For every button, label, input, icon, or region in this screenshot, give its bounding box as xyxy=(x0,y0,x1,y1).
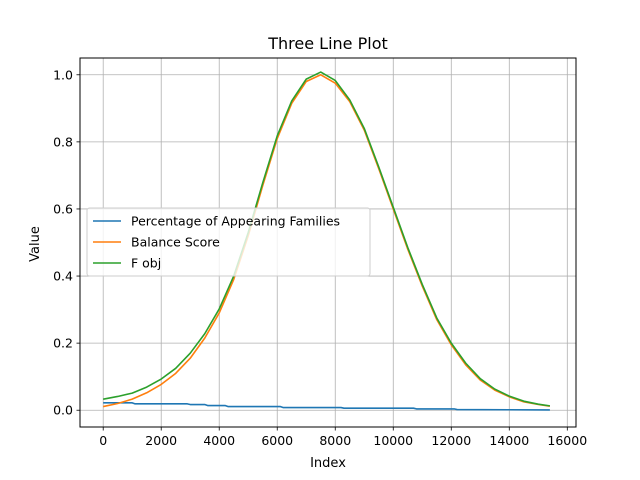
series-lines xyxy=(103,71,551,411)
y-tick-label: 0.6 xyxy=(53,201,73,216)
y-tick-label: 0.2 xyxy=(53,336,73,351)
legend-label: F obj xyxy=(131,256,161,271)
x-tick-label: 14000 xyxy=(489,433,529,448)
x-tick-label: 16000 xyxy=(547,433,587,448)
x-tick-label: 10000 xyxy=(373,433,413,448)
x-tick-label: 0 xyxy=(99,433,107,448)
series-line xyxy=(103,71,551,407)
y-tick-label: 0.0 xyxy=(53,403,73,418)
legend-label: Percentage of Appearing Families xyxy=(131,214,340,229)
series-line xyxy=(103,402,550,411)
legend-box xyxy=(86,207,371,277)
y-tick-label: 0.8 xyxy=(53,134,73,149)
y-axis-label: Value xyxy=(28,226,43,262)
chart-title: Three Line Plot xyxy=(267,34,388,53)
x-tick-label: 4000 xyxy=(203,433,235,448)
plot-frame xyxy=(79,57,577,428)
x-tick-label: 6000 xyxy=(261,433,293,448)
y-tick-label: 1.0 xyxy=(53,67,73,82)
x-tick-label: 12000 xyxy=(431,433,471,448)
axis-ticks: 0 2000 4000 6000 8000 10000 12000 14000 16000 0.0… xyxy=(53,67,587,448)
x-tick-label: 2000 xyxy=(145,433,177,448)
legend-label: Balance Score xyxy=(131,235,220,250)
y-tick-label: 0.4 xyxy=(53,269,73,284)
x-axis-label: Index xyxy=(310,456,346,471)
legend: Percentage of Appearing Families Balance … xyxy=(86,207,371,277)
series-line xyxy=(103,73,551,408)
x-tick-label: 8000 xyxy=(319,433,351,448)
